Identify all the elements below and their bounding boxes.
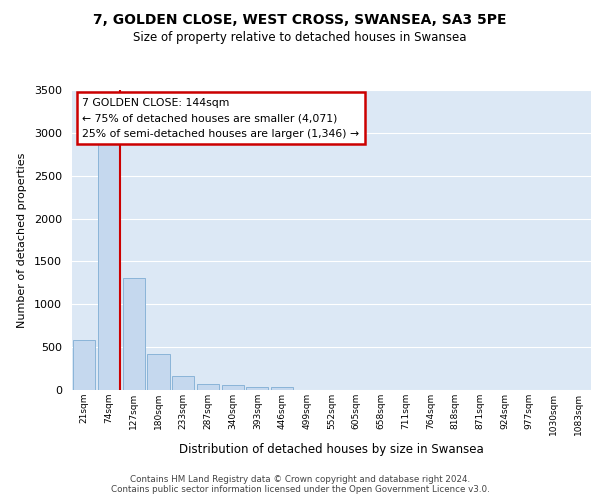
- Bar: [73, 340, 95, 390]
- Text: 7, GOLDEN CLOSE, WEST CROSS, SWANSEA, SA3 5PE: 7, GOLDEN CLOSE, WEST CROSS, SWANSEA, SA…: [93, 12, 507, 26]
- Y-axis label: Number of detached properties: Number of detached properties: [17, 152, 27, 328]
- Bar: [197, 384, 219, 390]
- Bar: [148, 354, 170, 390]
- Bar: [271, 387, 293, 390]
- Text: Contains HM Land Registry data © Crown copyright and database right 2024.
Contai: Contains HM Land Registry data © Crown c…: [110, 474, 490, 494]
- Bar: [172, 376, 194, 390]
- Text: Size of property relative to detached houses in Swansea: Size of property relative to detached ho…: [133, 31, 467, 44]
- Bar: [122, 278, 145, 390]
- X-axis label: Distribution of detached houses by size in Swansea: Distribution of detached houses by size …: [179, 443, 484, 456]
- Bar: [221, 386, 244, 390]
- Bar: [246, 386, 268, 390]
- Bar: [98, 142, 120, 390]
- Text: 7 GOLDEN CLOSE: 144sqm
← 75% of detached houses are smaller (4,071)
25% of semi-: 7 GOLDEN CLOSE: 144sqm ← 75% of detached…: [82, 98, 359, 138]
